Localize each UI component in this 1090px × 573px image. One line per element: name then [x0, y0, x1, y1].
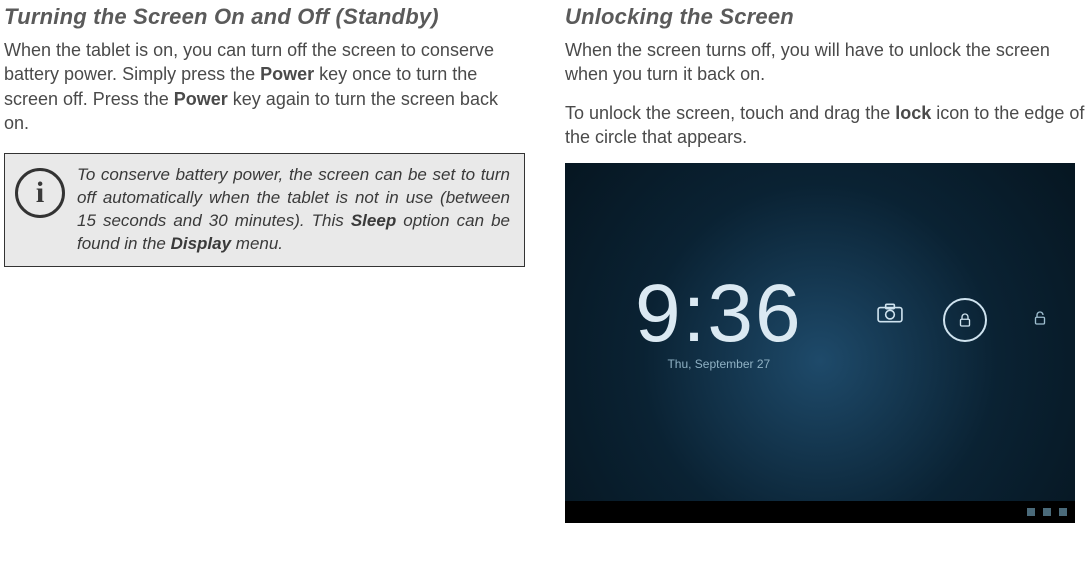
clock: 9:36 Thu, September 27 — [635, 273, 803, 371]
camera-icon[interactable] — [877, 303, 903, 323]
left-title: Turning the Screen On and Off (Standby) — [4, 4, 525, 30]
sleep-word: Sleep — [351, 211, 396, 230]
text: To unlock the screen, touch and drag the — [565, 103, 895, 123]
power-key-2: Power — [174, 89, 228, 109]
info-text: To conserve battery power, the screen ca… — [77, 164, 510, 256]
right-column: Unlocking the Screen When the screen tur… — [565, 0, 1086, 523]
nav-dot — [1027, 508, 1035, 516]
left-paragraph: When the tablet is on, you can turn off … — [4, 38, 525, 135]
unlock-icon[interactable] — [1025, 303, 1055, 333]
power-key-1: Power — [260, 64, 314, 84]
clock-time: 9:36 — [635, 273, 803, 355]
nav-dot — [1059, 508, 1067, 516]
right-paragraph-1: When the screen turns off, you will have… — [565, 38, 1086, 87]
clock-date: Thu, September 27 — [635, 357, 803, 371]
nav-dot — [1043, 508, 1051, 516]
lock-word: lock — [895, 103, 931, 123]
lock-icon[interactable] — [943, 298, 987, 342]
display-word: Display — [171, 234, 231, 253]
info-box: i To conserve battery power, the screen … — [4, 153, 525, 267]
left-column: Turning the Screen On and Off (Standby) … — [4, 0, 525, 523]
navbar — [565, 501, 1075, 523]
info-icon: i — [15, 168, 65, 218]
right-paragraph-2: To unlock the screen, touch and drag the… — [565, 101, 1086, 150]
tablet-screenshot: 9:36 Thu, September 27 — [565, 163, 1075, 523]
text: menu. — [231, 234, 283, 253]
right-title: Unlocking the Screen — [565, 4, 1086, 30]
